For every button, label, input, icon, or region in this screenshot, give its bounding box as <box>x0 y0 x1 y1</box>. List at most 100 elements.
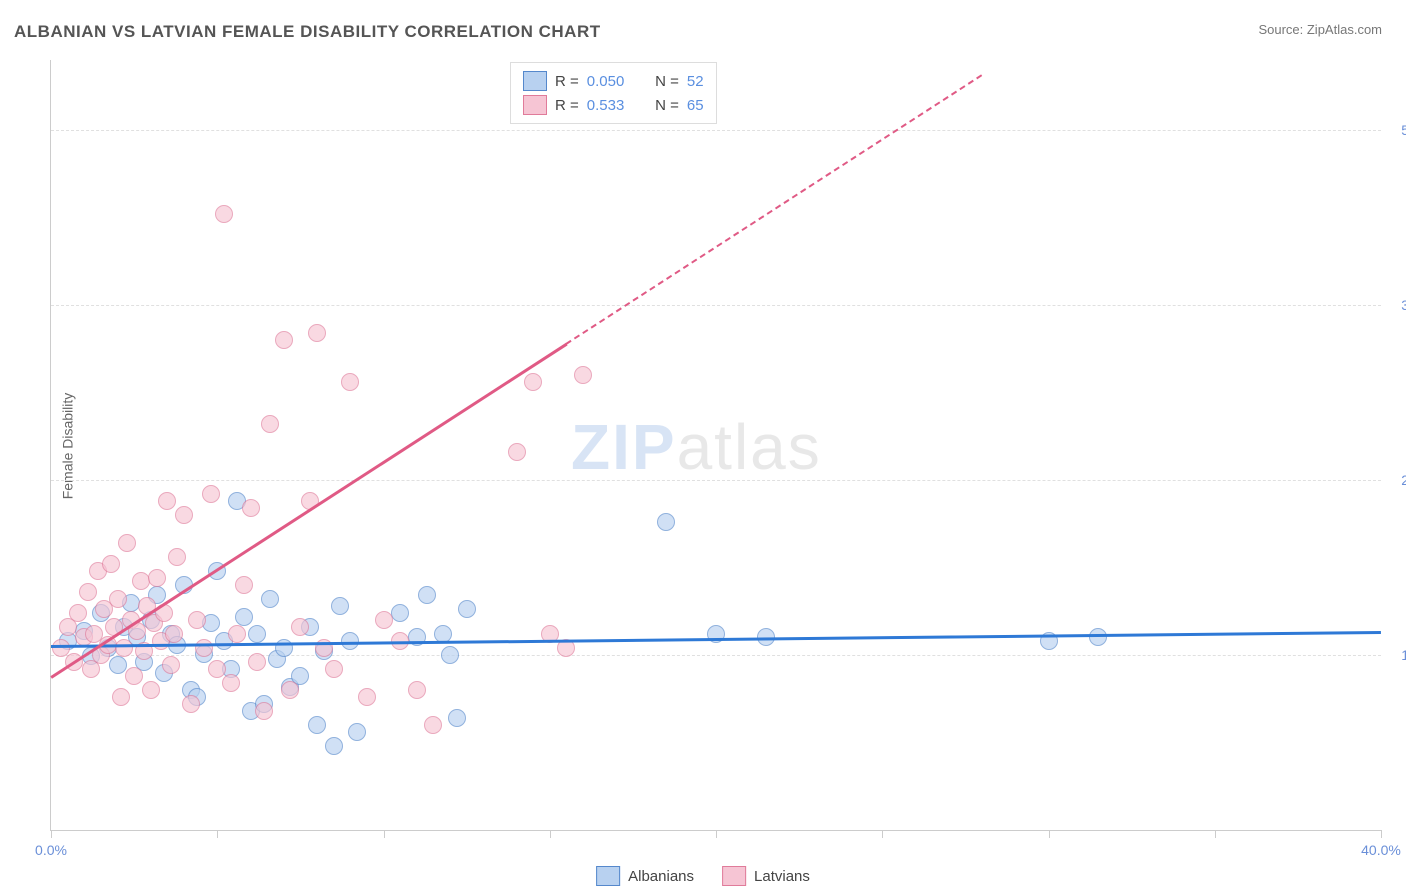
legend-row: R = 0.533 N = 65 <box>523 93 704 117</box>
data-point <box>391 604 409 622</box>
data-point <box>248 653 266 671</box>
x-tick <box>716 830 717 838</box>
chart-plot-area: ZIPatlas 12.5%25.0%37.5%50.0%0.0%40.0% <box>50 60 1381 831</box>
legend-n-label: N = <box>647 73 679 90</box>
legend-row: R = 0.050 N = 52 <box>523 69 704 93</box>
data-point <box>102 555 120 573</box>
data-point <box>175 506 193 524</box>
data-point <box>195 639 213 657</box>
legend-r-value: 0.533 <box>587 97 639 114</box>
x-tick <box>384 830 385 838</box>
chart-title: ALBANIAN VS LATVIAN FEMALE DISABILITY CO… <box>14 22 601 42</box>
legend-series-name: Latvians <box>754 868 810 885</box>
data-point <box>109 590 127 608</box>
data-point <box>418 586 436 604</box>
data-point <box>112 688 130 706</box>
data-point <box>281 681 299 699</box>
data-point <box>448 709 466 727</box>
legend-series-name: Albanians <box>628 868 694 885</box>
data-point <box>235 608 253 626</box>
data-point <box>142 681 160 699</box>
data-point <box>331 597 349 615</box>
data-point <box>508 443 526 461</box>
data-point <box>255 702 273 720</box>
data-point <box>115 639 133 657</box>
data-point <box>248 625 266 643</box>
data-point <box>341 373 359 391</box>
data-point <box>441 646 459 664</box>
x-tick <box>1049 830 1050 838</box>
watermark-light: atlas <box>677 411 822 483</box>
data-point <box>261 590 279 608</box>
grid-line <box>51 480 1381 481</box>
legend-swatch <box>722 866 746 886</box>
x-tick-label: 0.0% <box>35 842 67 858</box>
data-point <box>118 534 136 552</box>
watermark-strong: ZIP <box>571 411 677 483</box>
y-tick-label: 50.0% <box>1386 122 1406 138</box>
data-point <box>109 656 127 674</box>
legend-swatch <box>596 866 620 886</box>
data-point <box>348 723 366 741</box>
legend-r-label: R = <box>555 73 579 90</box>
series-legend: Albanians Latvians <box>596 866 810 886</box>
legend-n-label: N = <box>647 97 679 114</box>
data-point <box>158 492 176 510</box>
data-point <box>524 373 542 391</box>
data-point <box>458 600 476 618</box>
data-point <box>1089 628 1107 646</box>
data-point <box>228 625 246 643</box>
data-point <box>182 695 200 713</box>
data-point <box>165 625 183 643</box>
data-point <box>162 656 180 674</box>
legend-swatch <box>523 71 547 91</box>
data-point <box>188 611 206 629</box>
legend-item: Albanians <box>596 866 694 886</box>
data-point <box>308 716 326 734</box>
data-point <box>148 569 166 587</box>
data-point <box>325 660 343 678</box>
data-point <box>125 667 143 685</box>
data-point <box>657 513 675 531</box>
grid-line <box>51 305 1381 306</box>
data-point <box>375 611 393 629</box>
x-tick <box>217 830 218 838</box>
data-point <box>308 324 326 342</box>
data-point <box>69 604 87 622</box>
data-point <box>235 576 253 594</box>
x-tick <box>1215 830 1216 838</box>
data-point <box>408 681 426 699</box>
legend-swatch <box>523 95 547 115</box>
data-point <box>215 205 233 223</box>
y-tick-label: 12.5% <box>1386 647 1406 663</box>
data-point <box>291 618 309 636</box>
x-tick <box>51 830 52 838</box>
legend-n-value: 65 <box>687 97 704 114</box>
data-point <box>325 737 343 755</box>
source-attribution: Source: ZipAtlas.com <box>1258 22 1382 37</box>
data-point <box>168 548 186 566</box>
x-tick <box>550 830 551 838</box>
x-tick <box>882 830 883 838</box>
y-tick-label: 25.0% <box>1386 472 1406 488</box>
legend-r-value: 0.050 <box>587 73 639 90</box>
data-point <box>132 572 150 590</box>
data-point <box>261 415 279 433</box>
x-tick <box>1381 830 1382 838</box>
data-point <box>358 688 376 706</box>
stats-legend: R = 0.050 N = 52 R = 0.533 N = 65 <box>510 62 717 124</box>
legend-r-label: R = <box>555 97 579 114</box>
x-tick-label: 40.0% <box>1361 842 1401 858</box>
y-tick-label: 37.5% <box>1386 297 1406 313</box>
data-point <box>222 674 240 692</box>
data-point <box>574 366 592 384</box>
legend-n-value: 52 <box>687 73 704 90</box>
data-point <box>202 485 220 503</box>
data-point <box>424 716 442 734</box>
legend-item: Latvians <box>722 866 810 886</box>
grid-line <box>51 130 1381 131</box>
data-point <box>242 499 260 517</box>
data-point <box>79 583 97 601</box>
watermark: ZIPatlas <box>571 410 822 484</box>
data-point <box>275 331 293 349</box>
